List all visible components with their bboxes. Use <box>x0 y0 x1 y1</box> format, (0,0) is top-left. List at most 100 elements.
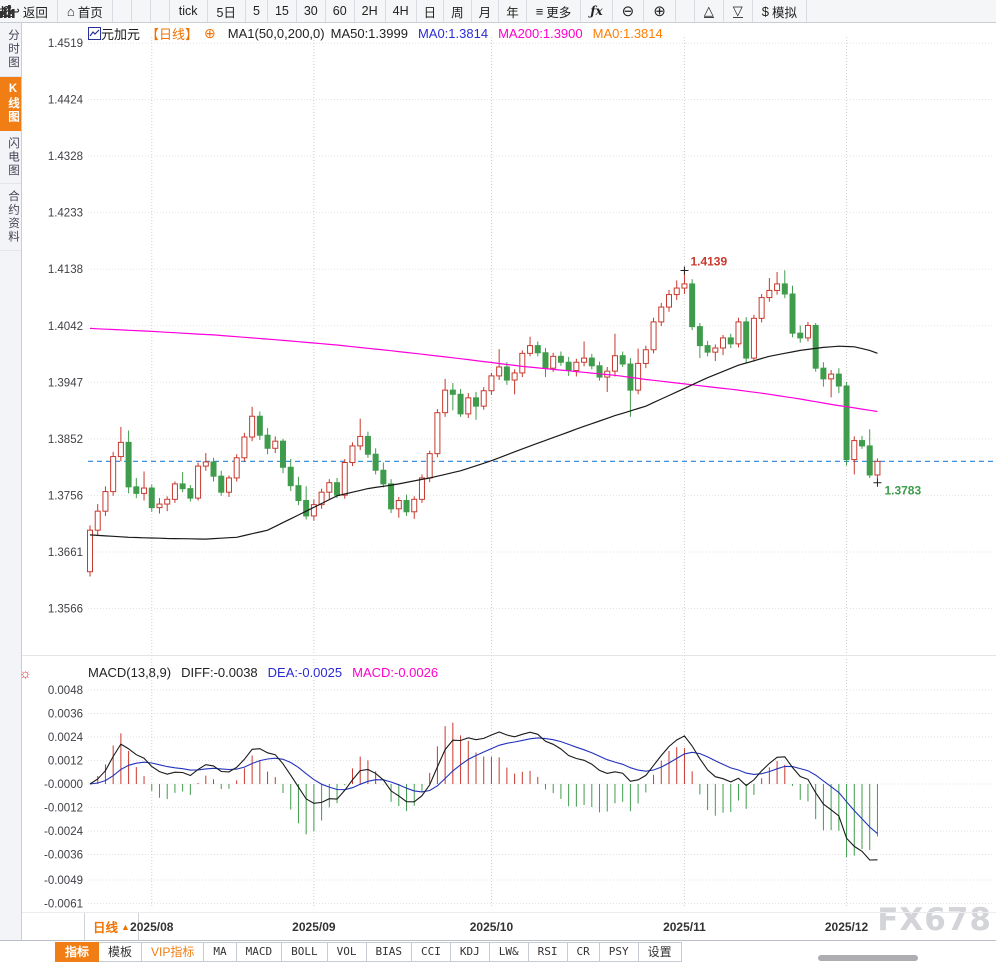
sidebar-item-time-chart[interactable]: 分时图 <box>0 23 21 77</box>
watermark: FX678 <box>877 902 992 938</box>
panel-separator <box>22 655 996 656</box>
menu-icon: ≡ <box>535 3 544 19</box>
toolbar-label: 5日 <box>216 5 236 20</box>
plus-circle-icon[interactable]: ⊕ <box>204 25 216 41</box>
period-4h-button[interactable]: 4H <box>386 0 417 22</box>
cci-button[interactable]: CCI <box>412 941 451 962</box>
up-arrow-icon: ▲ <box>121 921 130 932</box>
toolbar-label: 月 <box>478 5 492 20</box>
toolbar-label: 年 <box>506 5 519 20</box>
zoom-out-icon: ⊖ <box>621 2 635 20</box>
period-60-button[interactable]: 60 <box>326 0 355 22</box>
overlay-down-button[interactable]: ▽ <box>724 0 753 22</box>
toolbar-label: 2H <box>361 4 378 18</box>
toolbar-label: 60 <box>332 4 347 18</box>
svg-text:1.4424: 1.4424 <box>48 95 84 107</box>
macd-title-row: MACD(13,8,9) DIFF:-0.0038 DEA:-0.0025 MACD… <box>88 665 438 680</box>
period-30-button[interactable]: 30 <box>297 0 326 22</box>
period-5day-button[interactable]: 5日 <box>208 0 246 22</box>
sidebar-item-kline-chart[interactable]: K线图 <box>0 76 21 131</box>
svg-text:0.0012: 0.0012 <box>48 756 83 768</box>
chart-title-row: 美元加元 【日线】 ⊕ MA1(50,0,200,0) MA50:1.3999 M… <box>88 24 663 43</box>
svg-text:1.3756: 1.3756 <box>48 490 83 502</box>
toolbar-label: tick <box>178 4 198 18</box>
period-15-button[interactable]: 15 <box>268 0 297 22</box>
sidebar-item-contract-info[interactable]: 合约资料 <box>0 184 21 251</box>
main-chart[interactable]: 1.4519 1.4424 1.4328 1.4233 1.4138 1.4042 1.39… <box>22 23 996 655</box>
macd-value: MACD:-0.0026 <box>352 665 439 680</box>
kdj-button[interactable]: KDJ <box>450 941 490 962</box>
toolbar-label: 日 <box>423 5 437 20</box>
more-button[interactable]: ≡ 更多 <box>527 0 582 22</box>
toolbar-label: 周 <box>451 5 464 20</box>
fx-indicator-button[interactable]: ƒx <box>581 0 613 22</box>
ma-values: MA50:1.3999 MA0:1.3814 MA200:1.3900 MA0:1.3… <box>331 26 663 41</box>
toolbar-label: 返回 <box>22 5 48 20</box>
psy-button[interactable]: PSY <box>599 941 639 962</box>
vip-indicator-button[interactable]: VIP指标 <box>142 941 205 962</box>
chart-area: 1.4519 1.4424 1.4328 1.4233 1.4138 1.4042 1.39… <box>22 23 996 912</box>
macd-chart[interactable]: 0.0048 0.0036 0.0024 0.0012 -0.0000 -0.0012 -0… <box>22 655 996 912</box>
svg-text:0.0024: 0.0024 <box>48 732 84 744</box>
template-button[interactable]: 模板 <box>99 941 143 962</box>
ma-settings-label: MA1(50,0,200,0) <box>227 26 325 41</box>
period-day-button[interactable]: 日 <box>417 0 445 22</box>
svg-text:1.4328: 1.4328 <box>48 151 83 163</box>
horizontal-scrollbar-thumb[interactable] <box>818 955 918 961</box>
tick-button[interactable]: tick <box>170 0 208 22</box>
svg-text:-0.0000: -0.0000 <box>44 779 83 791</box>
period-tag: 【日线】 <box>146 27 199 42</box>
period-week-button[interactable]: 周 <box>444 0 472 22</box>
svg-text:0.0036: 0.0036 <box>48 709 83 721</box>
settings-button[interactable]: 设置 <box>638 941 682 962</box>
macd-button[interactable]: MACD <box>236 941 283 962</box>
zoom-in-button[interactable]: ⊕ <box>644 0 676 22</box>
sun-icon[interactable]: ☼ <box>19 665 32 681</box>
svg-text:-0.0036: -0.0036 <box>44 850 83 862</box>
ma-button[interactable]: MA <box>204 941 237 962</box>
macd-values: DIFF:-0.0038 DEA:-0.0025 MACD:-0.0026 <box>181 665 438 680</box>
period-2h-button[interactable]: 2H <box>355 0 386 22</box>
svg-text:1.4042: 1.4042 <box>48 321 83 333</box>
overlay-up-button[interactable]: △ <box>695 0 724 22</box>
high-price-label: 1.4139 <box>690 254 727 268</box>
cr-button[interactable]: CR <box>567 941 600 962</box>
svg-text:-0.0024: -0.0024 <box>44 826 84 838</box>
toolbar-label: 更多 <box>546 5 572 20</box>
sidebar-item-lightning-chart[interactable]: 闪电图 <box>0 131 21 184</box>
symbol-name: 美元加元 <box>88 27 141 42</box>
svg-text:1.3661: 1.3661 <box>48 547 83 559</box>
svg-text:-0.0061: -0.0061 <box>44 898 83 910</box>
rsi-button[interactable]: RSI <box>528 941 568 962</box>
refresh-button[interactable] <box>2 0 132 22</box>
zoom-out-button[interactable]: ⊖ <box>613 0 645 22</box>
sim-trade-button[interactable]: $ 模拟 <box>753 0 808 22</box>
home-icon: ⌂ <box>66 3 75 19</box>
period-selector[interactable]: 日线 ▲ <box>84 913 139 940</box>
period-5-button[interactable]: 5 <box>246 0 268 22</box>
boll-button[interactable]: BOLL <box>282 941 328 962</box>
bar-chart-button[interactable] <box>0 0 151 22</box>
date-axis-bar: 日线 ▲ 2025/08 2025/09 2025/10 2025/11 2025/12 <box>22 912 996 941</box>
svg-text:-0.0049: -0.0049 <box>44 875 83 887</box>
toolbar-label: 5 <box>253 4 260 18</box>
bias-button[interactable]: BIAS <box>366 941 412 962</box>
sidebar: 分时图 K线图 闪电图 合约资料 <box>0 23 22 940</box>
indicator-button[interactable]: 指标 <box>55 941 100 962</box>
bottom-toolbar: 指标 模板 VIP指标 MA MACD BOLL VOL BIAS CCI KDJ LW& RSI CR… <box>0 940 996 962</box>
hlc-chart-button[interactable] <box>0 0 170 22</box>
svg-text:1.3852: 1.3852 <box>48 434 83 446</box>
period-year-button[interactable]: 年 <box>499 0 527 22</box>
macd-value: DIFF:-0.0038 <box>181 665 258 680</box>
draw-button[interactable] <box>1 0 695 22</box>
month-label: 2025/08 <box>130 920 174 934</box>
vol-button[interactable]: VOL <box>327 941 367 962</box>
period-month-button[interactable]: 月 <box>472 0 500 22</box>
svg-text:1.4138: 1.4138 <box>48 264 83 276</box>
svg-text:1.4233: 1.4233 <box>48 208 83 220</box>
lw-button[interactable]: LW& <box>489 941 529 962</box>
toolbar-label: 模拟 <box>772 5 798 20</box>
home-button[interactable]: ⌂ 首页 <box>58 0 113 22</box>
